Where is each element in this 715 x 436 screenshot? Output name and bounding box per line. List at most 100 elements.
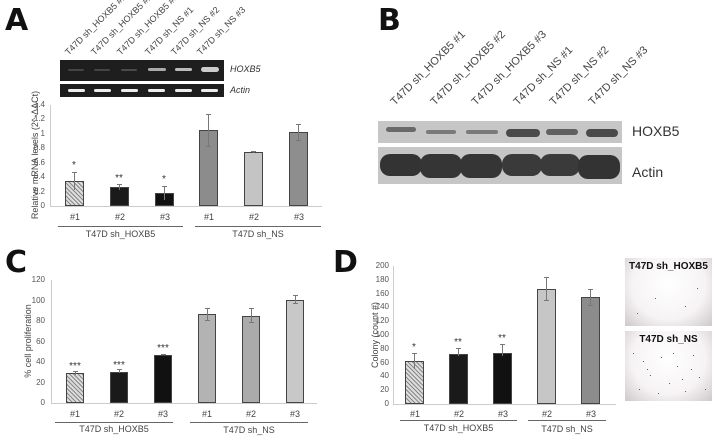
y-tick: 80 (36, 316, 45, 325)
x-category: #2 (113, 409, 124, 419)
y-axis (50, 105, 51, 206)
panel-letter-c: C (5, 245, 28, 280)
western-blot-actin (378, 147, 622, 184)
group-label: T47D sh_NS (223, 425, 275, 435)
bar (286, 300, 304, 403)
x-category: #2 (248, 212, 259, 222)
y-tick: 40 (380, 371, 389, 380)
y-tick: 160 (375, 289, 389, 298)
x-category: #2 (245, 409, 256, 419)
bar (244, 152, 263, 206)
lane-label: T47D sh_HOXB5 #2 (428, 28, 508, 109)
y-tick: 0.8 (33, 143, 45, 152)
panel-letter-b: B (378, 3, 401, 38)
y-tick: 20 (36, 378, 45, 387)
blot-label-actin: Actin (632, 164, 664, 180)
x-category: #1 (69, 409, 80, 419)
bar (289, 132, 308, 206)
y-tick: 20 (380, 385, 389, 394)
significance-marker: * (412, 342, 416, 353)
blot-label-hoxb5: HOXB5 (632, 123, 680, 139)
significance-marker: * (162, 174, 166, 185)
y-tick: 100 (375, 330, 389, 339)
x-category: #3 (289, 409, 300, 419)
y-tick: 100 (31, 296, 45, 305)
significance-marker: ** (498, 333, 506, 344)
panel-letter-a: A (5, 3, 29, 38)
x-category: #3 (585, 409, 596, 419)
gel-label-hoxb5: HOXB5 (230, 64, 261, 74)
y-tick: 200 (375, 261, 389, 270)
x-category: #3 (159, 212, 170, 222)
x-category: #2 (541, 409, 552, 419)
bar (66, 373, 84, 403)
y-tick: 80 (380, 344, 389, 353)
significance-marker: ** (454, 337, 462, 348)
bar (198, 314, 216, 403)
y-tick: 120 (375, 316, 389, 325)
lane-label: T47D sh_NS #3 (194, 4, 248, 57)
colony-image-sh-ns: T47D sh_NS (625, 331, 712, 401)
x-axis (50, 206, 322, 207)
x-category: #1 (409, 409, 420, 419)
y-tick: 0 (40, 201, 45, 210)
group-label: T47D sh_NS (541, 424, 593, 434)
pcr-gel-hoxb5 (60, 60, 224, 81)
y-tick: 0 (40, 398, 45, 407)
bar (154, 355, 172, 403)
bar (242, 316, 260, 403)
group-label: T47D sh_HOXB5 (423, 423, 494, 433)
bar (110, 372, 128, 403)
bar (493, 353, 512, 404)
y-tick: 120 (31, 275, 45, 284)
y-axis (393, 266, 394, 404)
significance-marker: ** (115, 173, 123, 184)
significance-marker: *** (69, 361, 81, 372)
group-bracket (58, 226, 183, 227)
y-tick: 60 (36, 337, 45, 346)
x-axis (51, 403, 317, 404)
group-label: T47D sh_NS (232, 229, 284, 239)
y-tick: 1.2 (33, 114, 45, 123)
y-tick: 140 (375, 302, 389, 311)
group-bracket (55, 422, 173, 423)
x-category: #1 (69, 212, 80, 222)
y-tick: 0.4 (33, 172, 45, 181)
y-tick: 0.2 (33, 187, 45, 196)
image-title: T47D sh_NS (639, 334, 698, 345)
group-label: T47D sh_HOXB5 (79, 424, 149, 434)
y-axis (51, 280, 52, 403)
y-tick: 0.6 (33, 158, 45, 167)
y-tick: 1.4 (33, 100, 45, 109)
significance-marker: * (72, 160, 76, 171)
group-bracket (400, 420, 517, 421)
pcr-gel-actin (60, 84, 224, 97)
x-category: #2 (114, 212, 125, 222)
group-bracket (528, 420, 606, 421)
group-bracket (190, 422, 308, 423)
significance-marker: *** (157, 343, 169, 354)
panel-letter-d: D (333, 245, 358, 280)
western-blot-hoxb5 (378, 121, 622, 143)
y-tick: 40 (36, 357, 45, 366)
y-tick: 180 (375, 275, 389, 284)
gel-label-actin: Actin (230, 85, 251, 95)
colony-image-sh-hoxb5: T47D sh_HOXB5 (625, 258, 712, 326)
x-category: #2 (453, 409, 464, 419)
x-axis (393, 404, 616, 405)
y-tick: 1 (40, 129, 45, 138)
x-category: #3 (497, 409, 508, 419)
x-category: #1 (201, 409, 212, 419)
bar (449, 354, 468, 404)
lane-label: T47D sh_HOXB5 #3 (469, 28, 549, 109)
group-bracket (195, 226, 321, 227)
y-tick: 60 (380, 358, 389, 367)
bar (581, 297, 600, 404)
x-category: #1 (203, 212, 214, 222)
group-label: T47D sh_HOXB5 (85, 229, 156, 239)
significance-marker: *** (113, 360, 125, 371)
image-title: T47D sh_HOXB5 (629, 261, 708, 272)
y-tick: 0 (384, 399, 389, 408)
x-category: #3 (157, 409, 168, 419)
lane-label: T47D sh_HOXB5 #1 (388, 28, 468, 109)
